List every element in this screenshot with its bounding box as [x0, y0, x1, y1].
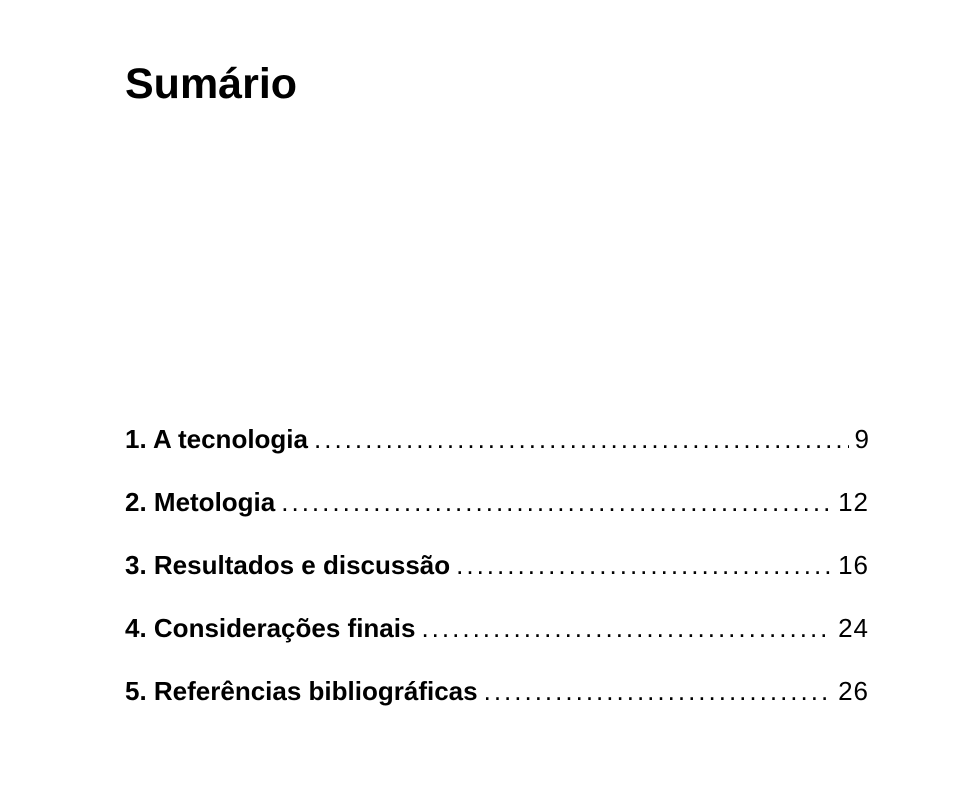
toc-item: 1. A tecnologia 9 [125, 424, 869, 455]
toc-page: 16 [838, 550, 869, 581]
page-title: Sumário [125, 60, 869, 109]
toc-item: 4. Considerações finais 24 [125, 613, 869, 644]
toc-label: 1. A tecnologia [125, 424, 308, 455]
toc-leader [456, 550, 832, 581]
toc-label: 2. Metologia [125, 487, 275, 518]
toc-leader [314, 424, 849, 455]
toc-leader [421, 613, 832, 644]
toc-leader [281, 487, 832, 518]
toc-item: 5. Referências bibliográficas 26 [125, 676, 869, 707]
toc-page: 12 [838, 487, 869, 518]
toc-page: 26 [838, 676, 869, 707]
toc-item: 3. Resultados e discussão 16 [125, 550, 869, 581]
toc-label: 5. Referências bibliográficas [125, 676, 478, 707]
toc-leader [484, 676, 832, 707]
toc-list: 1. A tecnologia 9 2. Metologia 12 3. Res… [125, 424, 869, 707]
toc-item: 2. Metologia 12 [125, 487, 869, 518]
toc-page: 24 [838, 613, 869, 644]
toc-label: 3. Resultados e discussão [125, 550, 450, 581]
toc-page: 9 [855, 424, 869, 455]
toc-label: 4. Considerações finais [125, 613, 415, 644]
